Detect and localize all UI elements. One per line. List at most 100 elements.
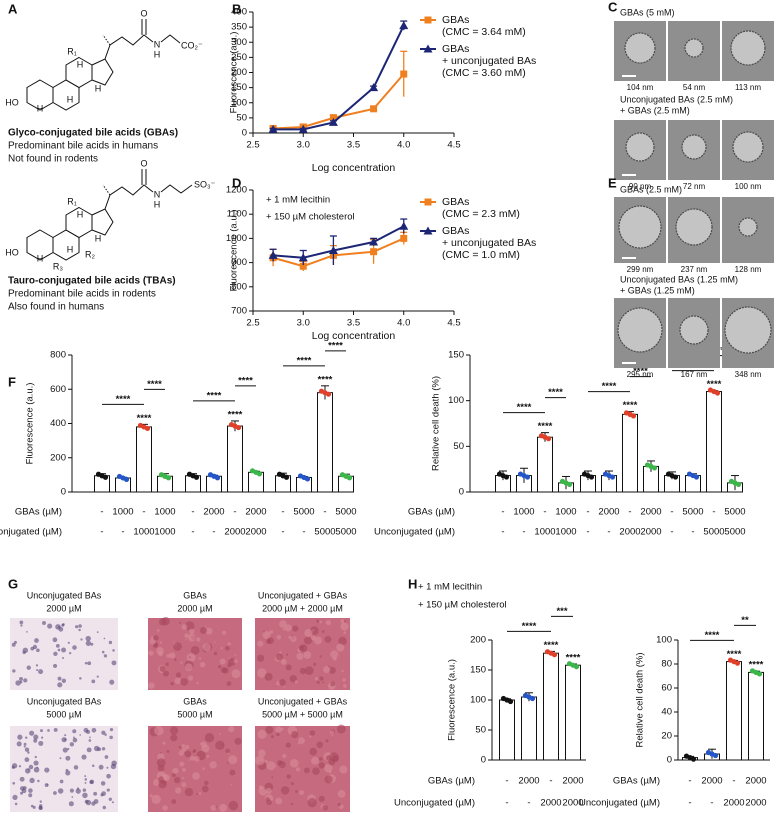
row-value: 1000 [154,527,175,538]
legend-label: (CMC = 3.64 mM) [442,26,526,38]
side-chain [160,34,181,44]
speck [257,729,267,739]
speck [38,669,44,675]
y-tick-label: 400 [231,7,247,18]
data-dot [693,474,700,480]
speck [196,792,199,795]
significance: **** [517,402,532,413]
speck [33,738,38,743]
row-value: 2000 [540,798,561,809]
row-value: - [607,527,610,538]
speck [101,730,106,735]
row-value: 2000 [245,507,266,518]
y-tick-label: 0 [459,487,464,498]
micrograph-title: Unconjugated + GBAs [258,590,348,600]
speck [57,788,64,794]
row-value: 1000 [534,527,555,538]
speck [299,667,307,675]
speck [52,637,58,643]
row-label: Unconjugated (µM) [394,798,475,809]
x-tick-label: 3.5 [347,140,360,151]
row-value: - [549,776,552,787]
speck [336,643,345,652]
speck [185,621,195,631]
speck [47,729,50,732]
series-line [272,237,405,268]
speck [86,747,92,753]
y-tick-label: 40 [661,707,672,718]
panel-letter: E [608,175,617,190]
speck [323,666,331,674]
data-dot [545,436,552,442]
row-value: 1000 [112,507,133,518]
marker [370,248,378,256]
legend-label: + unconjugated BAs [442,237,536,249]
ring [91,208,114,236]
speck [199,661,206,668]
marker [400,70,408,78]
atom-label: N [154,189,161,199]
speck [280,658,287,665]
speck [20,791,24,795]
speck [90,642,94,646]
data-dot [712,752,719,759]
speck [81,754,87,760]
speck [255,755,265,766]
speck [227,641,231,646]
y-axis-label: Fluorescence (a.u.) [25,383,36,465]
speck [323,763,333,773]
y-tick-label: 50 [453,441,464,452]
y-tick-label: 700 [231,306,247,317]
speck [336,724,346,734]
speck [73,736,75,739]
speck [72,645,77,650]
speck [296,652,304,660]
micrograph-title: 5000 µM + 5000 µM [262,709,343,719]
significance: **** [238,375,253,386]
series-line [273,225,405,259]
atom-label: HO [5,97,19,107]
structure-note: Also found in humans [8,302,104,313]
row-value: - [586,527,589,538]
y-tick-label: 200 [50,452,66,463]
speck [65,770,71,776]
data-dot [573,664,580,670]
side-chain [104,34,154,60]
speck [319,620,323,624]
speck [310,635,316,641]
speck [257,640,264,647]
legend-marker [423,44,433,53]
size-label: 113 nm [735,83,761,92]
y-tick-label: 100 [470,695,486,706]
speck [329,752,339,762]
row-label: Unconjugated (µM) [374,527,455,538]
speck [22,650,26,655]
vesicle [738,217,758,237]
speck [109,735,113,740]
micrograph [10,618,118,690]
speck [266,761,276,771]
data-dot [630,413,637,419]
speck [172,767,179,774]
speck [282,627,286,631]
speck [290,782,294,786]
series-line [273,25,405,131]
speck [228,755,238,765]
speck [276,732,280,737]
atom-label: H [154,199,161,209]
atom-label: H [67,94,74,104]
speck [84,778,88,781]
speck [307,798,317,808]
atom-label: H [95,233,102,243]
row-value: - [281,507,284,518]
speck [85,729,91,734]
speck [267,637,274,644]
marker [399,221,409,230]
speck [174,677,182,685]
speck [62,747,68,753]
vesicle [730,30,766,66]
legend-marker [424,198,432,206]
data-dot [235,424,242,431]
size-label: 348 nm [735,370,762,379]
vesicle [724,306,772,354]
